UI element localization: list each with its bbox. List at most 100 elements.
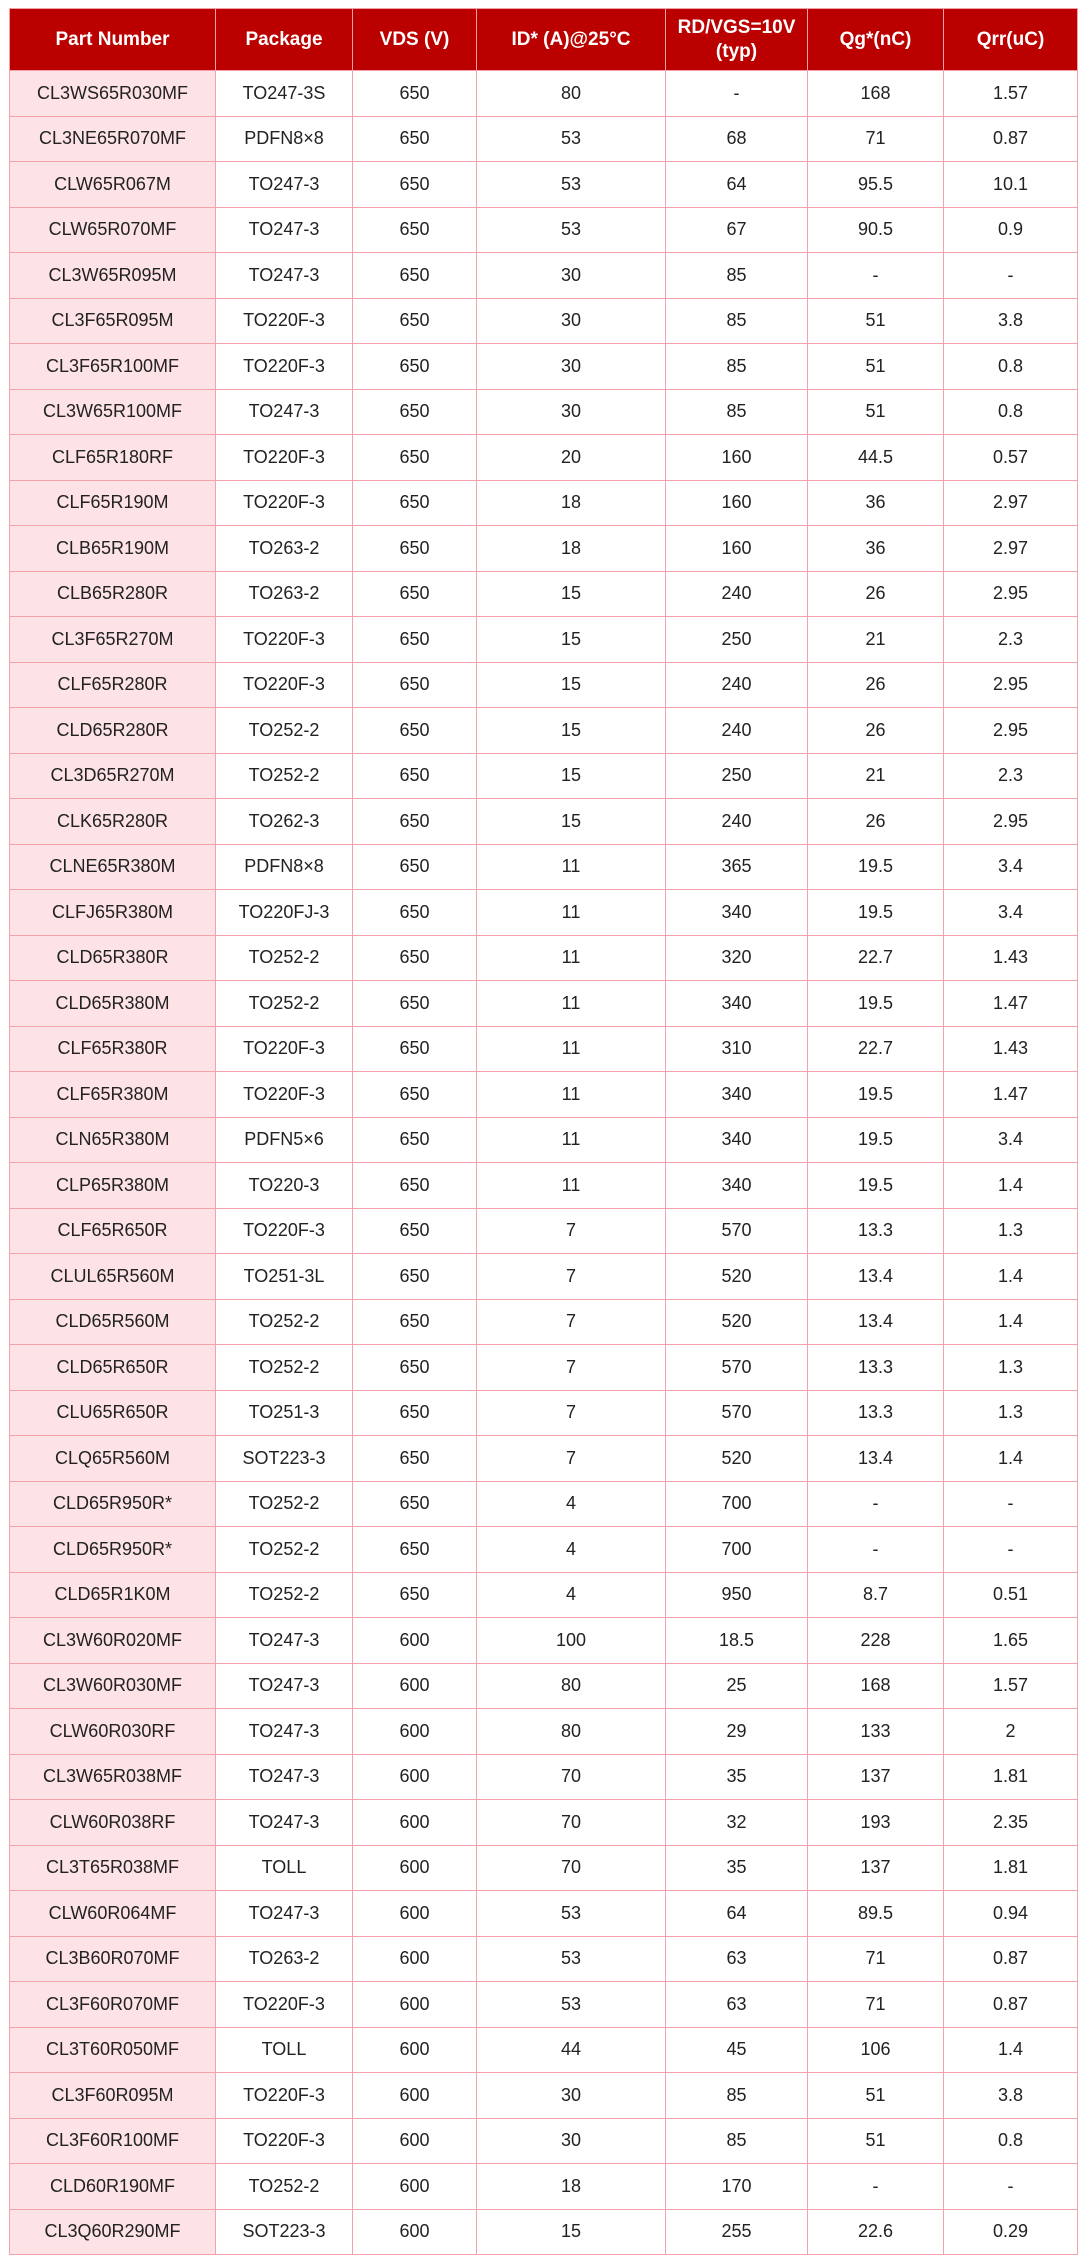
- cell-vds: 600: [352, 2163, 477, 2210]
- cell-part-number: CL3D65R270M: [9, 752, 216, 799]
- cell-package: TO220F-3: [215, 1207, 353, 1254]
- cell-qg: 71: [807, 115, 944, 162]
- cell-part-number: CLK65R280R: [9, 798, 216, 845]
- cell-vds: 650: [352, 297, 477, 344]
- cell-qrr: 1.4: [943, 2026, 1078, 2073]
- cell-package: TO220F-3: [215, 2117, 353, 2164]
- table-row: CL3WS65R030MF TO247-3S 650 80-168 1.57: [9, 70, 1078, 117]
- cell-part-number: CLFJ65R380M: [9, 889, 216, 936]
- cell-id: 7: [476, 1298, 666, 1345]
- cell-qg: 19.5: [807, 889, 944, 936]
- cell-vds: 600: [352, 2208, 477, 2255]
- cell-qg: 133: [807, 1708, 944, 1755]
- cell-part-number: CL3F60R095M: [9, 2072, 216, 2119]
- cell-id: 80: [476, 1708, 666, 1755]
- table-row: CLD65R280R TO252-2 650 15 240 26 2.95: [9, 707, 1078, 754]
- cell-package: TO251-3: [215, 1389, 353, 1436]
- table-row: CL3F65R270M TO220F-3 650 15 250 21 2.3: [9, 616, 1078, 663]
- cell-vds: 650: [352, 1253, 477, 1300]
- column-header-rds: RD/VGS=10V (typ): [665, 8, 808, 71]
- cell-vds: 650: [352, 1298, 477, 1345]
- cell-vds: 650: [352, 843, 477, 890]
- cell-qg: -: [807, 1480, 944, 1527]
- cell-vds: 650: [352, 1162, 477, 1209]
- table-row: CL3F65R095M TO220F-3 650 30 85 51 3.8: [9, 297, 1078, 344]
- cell-package: PDFN8×8: [215, 843, 353, 890]
- cell-package: TO247-3: [215, 388, 353, 435]
- cell-qrr: 1.81: [943, 1844, 1078, 1891]
- cell-id: 20: [476, 434, 666, 481]
- cell-id: 53: [476, 1890, 666, 1937]
- cell-rds: 320: [665, 934, 808, 981]
- table-row: CLN65R380M PDFN5×6 650 11 340 19.5 3.4: [9, 1116, 1078, 1163]
- table-row: CL3W65R100MF TO247-3 650 30 85 51 0.8: [9, 388, 1078, 435]
- cell-rds: 240: [665, 661, 808, 708]
- cell-qg: 19.5: [807, 1116, 944, 1163]
- cell-package: TO220F-3: [215, 434, 353, 481]
- cell-id: 80: [476, 1662, 666, 1709]
- cell-qg: 22.7: [807, 1025, 944, 1072]
- cell-id: 7: [476, 1344, 666, 1391]
- cell-vds: 650: [352, 798, 477, 845]
- cell-vds: 650: [352, 252, 477, 299]
- cell-id: 11: [476, 934, 666, 981]
- cell-package: TO252-2: [215, 752, 353, 799]
- cell-qrr: 0.29: [943, 2208, 1078, 2255]
- cell-vds: 650: [352, 1344, 477, 1391]
- cell-rds: 340: [665, 1071, 808, 1118]
- cell-vds: 650: [352, 161, 477, 208]
- cell-package: TO220F-3: [215, 661, 353, 708]
- cell-rds: 64: [665, 161, 808, 208]
- cell-id: 11: [476, 843, 666, 890]
- cell-qrr: 2.3: [943, 616, 1078, 663]
- cell-id: 18: [476, 2163, 666, 2210]
- cell-part-number: CL3F65R100MF: [9, 343, 216, 390]
- cell-id: 53: [476, 115, 666, 162]
- cell-rds: 570: [665, 1389, 808, 1436]
- cell-vds: 650: [352, 752, 477, 799]
- cell-vds: 650: [352, 1526, 477, 1573]
- cell-qrr: 0.9: [943, 206, 1078, 253]
- cell-part-number: CLF65R650R: [9, 1207, 216, 1254]
- cell-qrr: 0.87: [943, 115, 1078, 162]
- cell-qg: 8.7: [807, 1571, 944, 1618]
- cell-qrr: 0.57: [943, 434, 1078, 481]
- cell-part-number: CLP65R380M: [9, 1162, 216, 1209]
- cell-id: 11: [476, 980, 666, 1027]
- cell-package: TO220F-3: [215, 616, 353, 663]
- cell-qrr: 0.8: [943, 2117, 1078, 2164]
- cell-id: 18: [476, 479, 666, 526]
- cell-qrr: 2: [943, 1708, 1078, 1755]
- cell-package: TO247-3: [215, 1753, 353, 1800]
- cell-part-number: CLD65R280R: [9, 707, 216, 754]
- cell-part-number: CL3NE65R070MF: [9, 115, 216, 162]
- cell-rds: 520: [665, 1298, 808, 1345]
- cell-qrr: 0.94: [943, 1890, 1078, 1937]
- table-row: CLD65R380M TO252-2 650 11 340 19.5 1.47: [9, 980, 1078, 1027]
- cell-vds: 650: [352, 479, 477, 526]
- cell-id: 30: [476, 2117, 666, 2164]
- cell-vds: 650: [352, 70, 477, 117]
- cell-part-number: CLQ65R560M: [9, 1435, 216, 1482]
- cell-qg: 168: [807, 70, 944, 117]
- cell-qg: 13.3: [807, 1389, 944, 1436]
- cell-part-number: CLD65R950R*: [9, 1526, 216, 1573]
- cell-qg: -: [807, 252, 944, 299]
- table-row: CLW60R030RF TO247-3 600 80 29 133 2: [9, 1708, 1078, 1755]
- cell-rds: 340: [665, 889, 808, 936]
- cell-package: TO247-3: [215, 1890, 353, 1937]
- cell-rds: 45: [665, 2026, 808, 2073]
- column-header-package: Package: [215, 8, 353, 71]
- cell-rds: 340: [665, 1116, 808, 1163]
- cell-rds: 85: [665, 252, 808, 299]
- cell-id: 7: [476, 1253, 666, 1300]
- cell-qg: 22.6: [807, 2208, 944, 2255]
- cell-vds: 600: [352, 1799, 477, 1846]
- cell-part-number: CLD65R1K0M: [9, 1571, 216, 1618]
- cell-package: TO220F-3: [215, 2072, 353, 2119]
- cell-part-number: CLD60R190MF: [9, 2163, 216, 2210]
- cell-id: 7: [476, 1389, 666, 1436]
- cell-qrr: 0.8: [943, 388, 1078, 435]
- cell-id: 53: [476, 161, 666, 208]
- cell-rds: 160: [665, 525, 808, 572]
